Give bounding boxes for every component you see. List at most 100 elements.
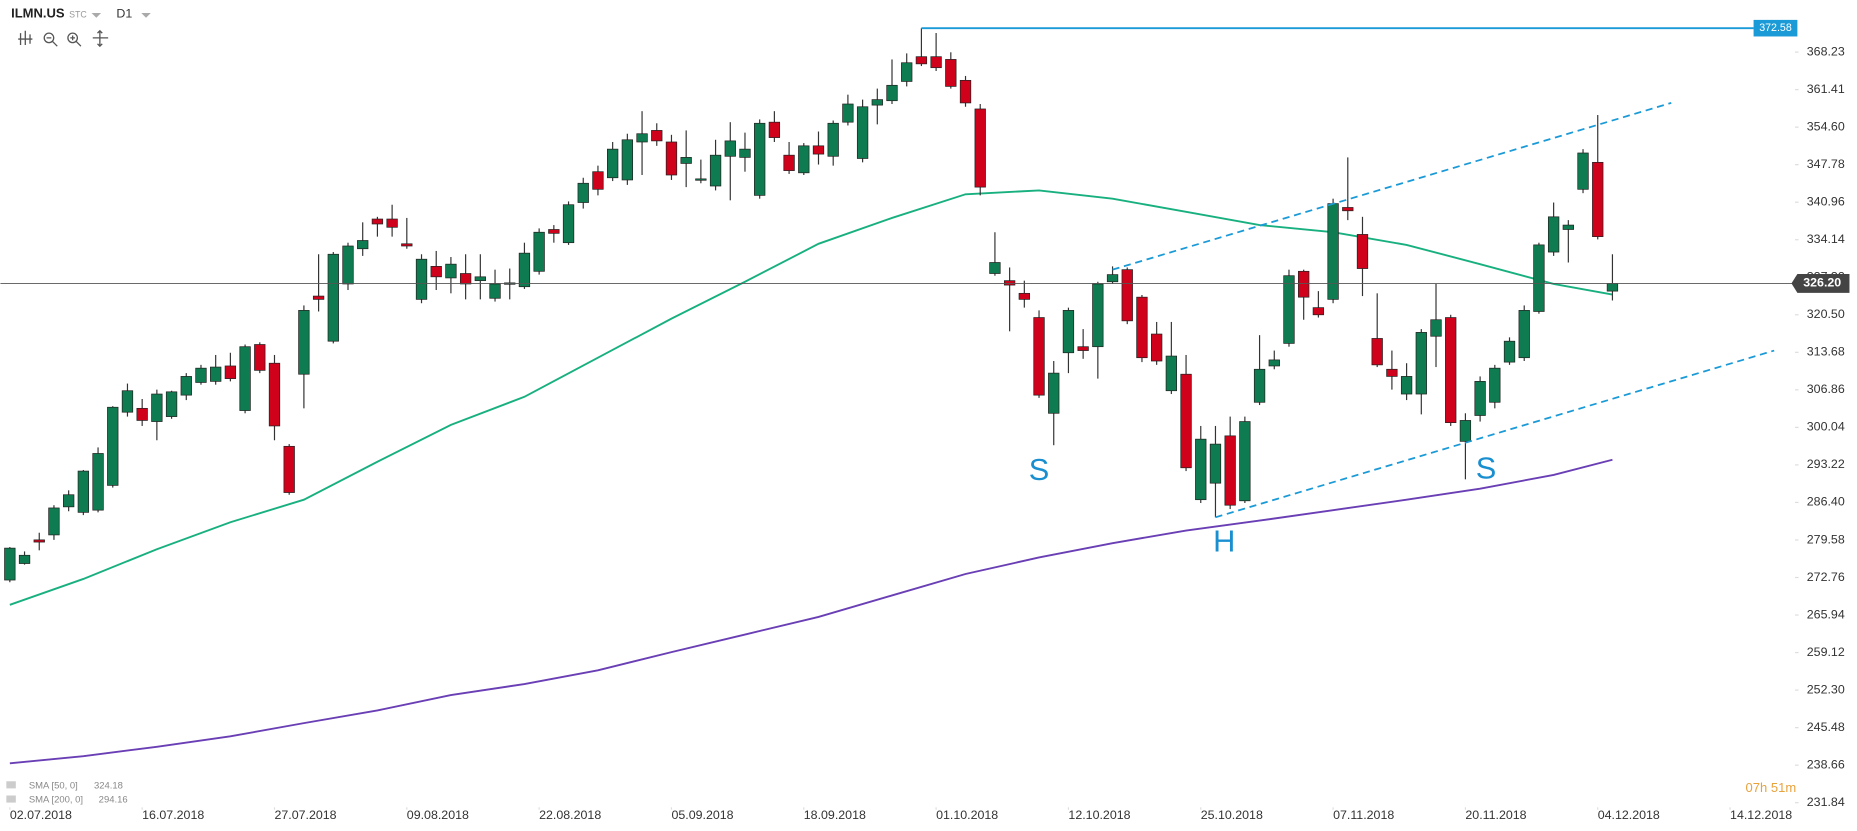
x-tick-label: 25.10.2018 [1201, 808, 1263, 822]
candle-body [1400, 376, 1413, 395]
candle-body [1239, 421, 1251, 502]
legend-icon[interactable] [6, 795, 16, 803]
candle-body [871, 99, 883, 106]
x-tick-label: 02.07.2018 [10, 808, 72, 822]
candle-body [18, 554, 31, 564]
x-tick-label: 14.12.2018 [1730, 808, 1792, 822]
candle-body [651, 130, 663, 142]
candle-body [1356, 234, 1369, 269]
candle-body [1430, 319, 1442, 337]
candle-body [1547, 216, 1560, 253]
candle-body [77, 470, 90, 513]
candle-body [1062, 310, 1075, 354]
toolbar [18, 29, 109, 48]
y-tick-label: 293.22 [1807, 457, 1845, 471]
candle-body [842, 103, 854, 123]
y-tick-label: 265.94 [1807, 607, 1845, 621]
sma-line [9, 458, 1613, 765]
tool-candles[interactable] [18, 30, 33, 45]
candle-body [1592, 161, 1604, 237]
candle-body [401, 243, 413, 247]
level-label: 372.58 [1759, 22, 1792, 34]
candle-body [63, 494, 75, 508]
trend-line [1112, 102, 1672, 271]
candle-body [812, 145, 825, 155]
candle-body [1459, 420, 1472, 442]
candle-body [754, 122, 766, 196]
candle-body [1283, 275, 1295, 344]
candle-body [1180, 373, 1192, 469]
x-tick-label: 04.12.2018 [1598, 808, 1660, 822]
y-tick-label: 272.76 [1807, 570, 1845, 584]
tool-crosshair[interactable] [92, 29, 109, 48]
candle-body [92, 453, 104, 511]
candle-body [1003, 280, 1016, 286]
candle-body [1209, 443, 1222, 484]
candle-body [1562, 224, 1574, 230]
candle-body [1489, 367, 1501, 403]
candle-body [562, 204, 575, 244]
candle-body [1268, 359, 1280, 367]
candle-body [342, 245, 354, 285]
candle-body [636, 133, 648, 143]
last-price-badge [1791, 273, 1850, 293]
candle-body [592, 171, 604, 190]
y-tick-label: 238.66 [1807, 757, 1845, 771]
candle-body [312, 295, 325, 300]
candle-body [445, 263, 457, 279]
candle-body [680, 157, 692, 164]
candle-body [430, 266, 442, 278]
x-tick-label: 22.08.2018 [539, 808, 601, 822]
candle-body [1165, 355, 1178, 392]
x-tick-label: 12.10.2018 [1068, 808, 1130, 822]
trend-line [1215, 349, 1775, 519]
legend-icon[interactable] [6, 781, 16, 789]
candle-body [768, 121, 781, 138]
last-price-label: 326.20 [1803, 276, 1841, 290]
dropdown-caret[interactable] [91, 13, 102, 18]
y-tick-label: 313.68 [1807, 345, 1845, 359]
legend-name: SMA [200, 0] [29, 795, 83, 806]
dropdown-caret[interactable] [141, 13, 151, 18]
candle-body [298, 310, 310, 375]
candle-body [254, 344, 266, 371]
x-tick-label: 05.09.2018 [671, 808, 733, 822]
candle-body [210, 366, 222, 382]
y-tick-label: 252.30 [1807, 682, 1845, 696]
candle-body [827, 122, 839, 157]
y-tick-label: 368.23 [1807, 44, 1845, 58]
candle-body [474, 276, 486, 282]
candle-body [107, 406, 119, 486]
candle-body [959, 79, 972, 104]
y-tick-label: 334.14 [1807, 232, 1845, 246]
candle-body [121, 390, 134, 413]
interval[interactable]: D1 [116, 6, 132, 20]
candle-body [1253, 368, 1266, 403]
exchange[interactable]: STC [69, 10, 87, 20]
candle-body [327, 253, 339, 342]
y-tick-label: 279.58 [1807, 532, 1845, 546]
x-tick-label: 09.08.2018 [407, 808, 469, 822]
candle-body [1312, 307, 1325, 316]
legend: SMA [50, 0] 324.18 SMA [200, 0] 294.16 [6, 781, 128, 806]
y-tick-label: 340.96 [1807, 194, 1845, 208]
tool-zoom-in[interactable] [67, 32, 82, 47]
candle-body [357, 240, 369, 250]
candle-body [224, 365, 237, 379]
pattern-annotation: S [1029, 452, 1050, 487]
y-tick-label: 361.41 [1807, 82, 1845, 96]
candle-body [974, 108, 986, 188]
candle-body [621, 139, 634, 181]
x-tick-label: 20.11.2018 [1465, 808, 1526, 822]
candle-body [459, 273, 472, 285]
candle-body [386, 218, 398, 228]
tool-zoom-out[interactable] [43, 32, 58, 47]
candle-body [165, 391, 178, 417]
y-tick-label: 245.48 [1807, 720, 1845, 734]
candle-body [1298, 270, 1310, 298]
x-tick-label: 16.07.2018 [142, 808, 204, 822]
y-tick-label: 320.50 [1807, 307, 1845, 321]
candle-body [548, 229, 560, 234]
candle-body [1092, 283, 1104, 348]
